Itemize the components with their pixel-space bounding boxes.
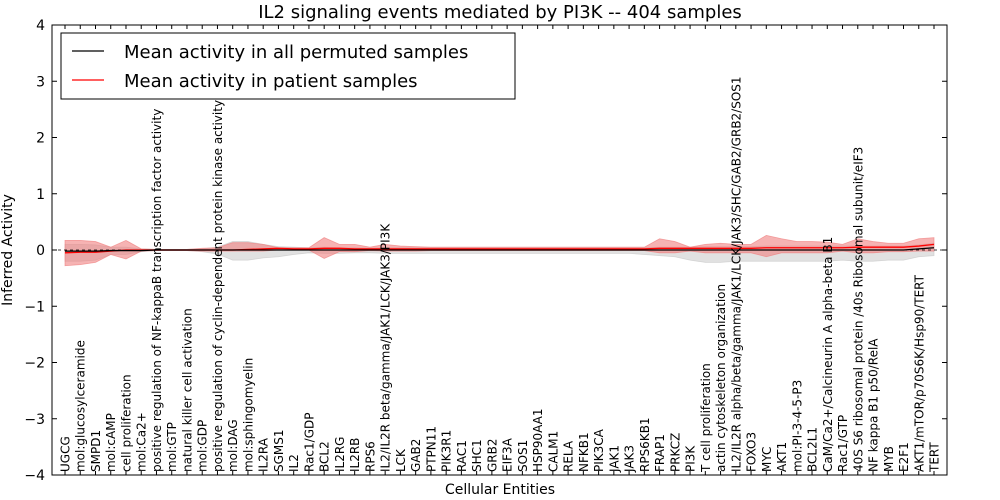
x-tick-label: LCK (394, 448, 408, 472)
x-tick-label: BCL2 (318, 441, 332, 472)
x-tick-label: PIK3R1 (440, 430, 454, 472)
x-tick-label: mol:PI-3-4-5-P3 (790, 380, 804, 472)
y-tick-label: 4 (36, 18, 45, 34)
x-tick-label: PRKCZ (668, 433, 682, 472)
x-tick-label: 40S S6 ribosomal protein /40s Ribosomal … (851, 147, 865, 472)
x-tick-label: NFKB1 (577, 432, 591, 472)
x-tick-label: CaM/Ca2+/Calcineurin A alpha-beta B1 (821, 237, 835, 472)
x-tick-label: MYB (882, 446, 896, 472)
y-tick-label: 1 (36, 187, 45, 203)
x-tick-label: positive regulation of cyclin-dependent … (211, 100, 225, 472)
x-tick-label: SHC1 (470, 439, 484, 472)
x-tick-label: PTPN11 (424, 426, 438, 472)
x-tick-label: actin cytoskeleton organization (714, 284, 728, 472)
x-tick-label: E2F1 (897, 442, 911, 472)
y-tick-label: 2 (36, 131, 45, 147)
x-tick-label: SGMS1 (272, 429, 286, 472)
x-tick-label: EIF3A (501, 437, 515, 472)
x-tick-label: IL2/IL2R alpha/beta/gamma/JAK1/LCK/JAK3/… (729, 76, 743, 472)
x-tick-label: mol:sphingomyelin (241, 358, 255, 472)
x-tick-label: NF kappa B1 p50/RelA (867, 338, 881, 472)
y-tick-label: −2 (24, 356, 45, 372)
x-tick-label: mol:cAMP (104, 413, 118, 472)
x-tick-label: Rac1/GDP (302, 413, 316, 472)
x-tick-label: mol:GTP (165, 422, 179, 472)
x-tick-label: Rac1/GTP (836, 415, 850, 472)
x-tick-label: JAK1 (607, 445, 621, 473)
x-tick-label: T cell proliferation (699, 363, 713, 473)
x-tick-label: BCL2L1 (806, 427, 820, 472)
x-tick-labels: UGCG mol:glucosylceramide SMPD1 mol:cAMP cel… (59, 76, 942, 473)
x-tick-label: IL2RB (348, 438, 362, 472)
chart-title: IL2 signaling events mediated by PI3K --… (258, 2, 742, 23)
x-tick-label: mol:GDP (196, 420, 210, 472)
x-tick-label: mol:DAG (226, 419, 240, 472)
permuted-mean-line (65, 247, 935, 252)
y-tick-label: −1 (24, 299, 45, 315)
x-tick-label: IL2/IL2R beta/gamma/JAK1/LCK/JAK3/PI3K (379, 223, 393, 472)
x-tick-label: AKT1/mTOR/p70S6K/Hsp90/TERT (912, 274, 926, 472)
x-tick-label: MYC (760, 447, 774, 472)
legend-label-permuted: Mean activity in all permuted samples (124, 42, 468, 63)
y-axis-ticks: −4 −3 −2 −1 0 1 2 3 4 (24, 18, 947, 484)
x-tick-label: SOS1 (516, 440, 530, 472)
x-tick-label: IL2RG (333, 437, 347, 473)
x-tick-label: FOXO3 (745, 432, 759, 472)
legend-box (60, 32, 516, 100)
x-tick-label: IL2RA (257, 437, 271, 472)
y-tick-label: 0 (36, 243, 45, 259)
x-tick-label: positive regulation of NF-kappaB transcr… (150, 109, 164, 472)
x-tick-label: natural killer cell activation (180, 308, 194, 472)
y-tick-label: 3 (36, 74, 45, 90)
x-tick-label: PI3K (684, 445, 698, 472)
y-axis-label: Inferred Activity (0, 194, 16, 306)
x-tick-label: GRB2 (485, 438, 499, 472)
x-axis-label: Cellular Entities (445, 482, 555, 498)
y-tick-label: −3 (24, 412, 45, 428)
x-tick-label: cell proliferation (119, 374, 133, 472)
x-tick-label: RPS6KB1 (638, 417, 652, 472)
x-tick-label: JAK3 (623, 445, 637, 473)
x-tick-label: PIK3CA (592, 428, 606, 472)
x-tick-label: SMPD1 (89, 430, 103, 472)
legend-label-patient: Mean activity in patient samples (124, 71, 418, 92)
x-tick-label: IL2 (287, 454, 301, 472)
x-tick-label: HSP90AA1 (531, 408, 545, 472)
x-tick-label: UGCG (59, 436, 73, 472)
legend: Mean activity in all permuted samples Me… (60, 32, 516, 100)
x-tick-label: FRAP1 (653, 434, 667, 472)
x-tick-label: mol:Ca2+ (135, 412, 149, 472)
x-tick-label: CALM1 (546, 431, 560, 472)
x-tick-label: RELA (562, 440, 576, 472)
y-tick-label: −4 (24, 468, 45, 484)
x-tick-label: RAC1 (455, 440, 469, 472)
x-tick-label: AKT1 (775, 442, 789, 472)
x-tick-label: TERT (928, 442, 942, 473)
x-tick-label: mol:glucosylceramide (74, 340, 88, 472)
x-tick-label: GAB2 (409, 439, 423, 472)
plot-area (51, 24, 948, 476)
x-tick-label: RPS6 (363, 441, 377, 472)
